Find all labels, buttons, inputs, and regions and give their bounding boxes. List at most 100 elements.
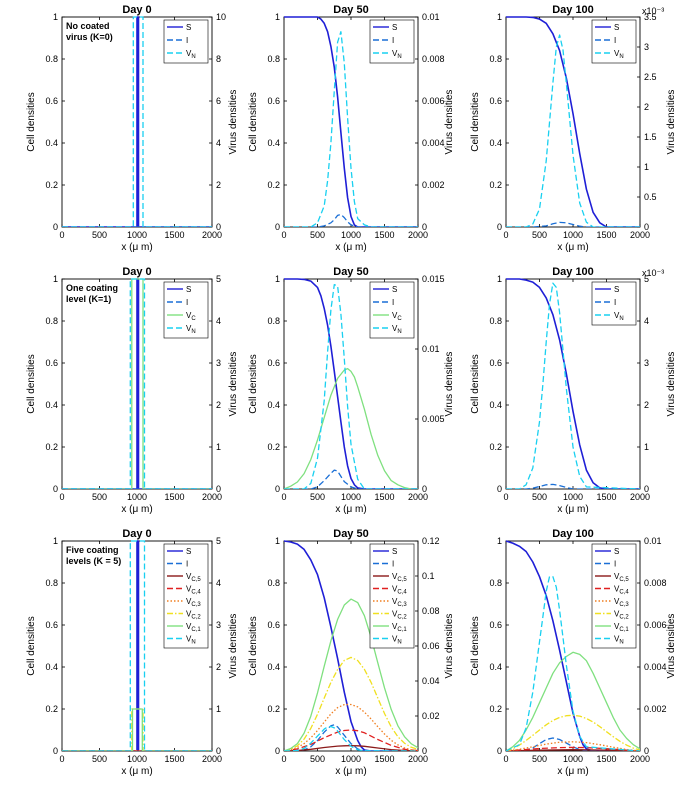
y2-tick-label: 0.08 <box>422 606 440 616</box>
y2-tick-label: 0.006 <box>644 620 667 630</box>
y-tick-label: 0.6 <box>489 620 502 630</box>
x-tick-label: 500 <box>92 492 107 502</box>
panel-9: Day 1000 500 1000 1500 200000.20.40.60.8100.… <box>470 528 677 777</box>
series-VC3 <box>284 703 418 751</box>
panel-title: Day 100 <box>552 4 594 16</box>
y-tick-label: 0.4 <box>489 400 502 410</box>
y-tick-label: 1 <box>497 12 502 22</box>
legend: SI VN <box>163 19 209 64</box>
y-tick-label: 0.4 <box>45 138 58 148</box>
legend-label-VC2: VC,2 <box>186 610 201 621</box>
y2-tick-label: 0.015 <box>422 274 445 284</box>
y-tick-label: 0.6 <box>267 620 280 630</box>
x-tick-label: 500 <box>532 754 547 764</box>
legend-label-S: S <box>392 285 397 294</box>
y2-tick-label: 1 <box>644 442 649 452</box>
y2-tick-label: 5 <box>644 274 649 284</box>
panel-5: Day 500 500 1000 1500 200000.20.40.60.8100.0… <box>248 266 455 515</box>
x-tick-label: 1000 <box>341 754 361 764</box>
legend-label-S: S <box>186 285 191 294</box>
y2-tick-label: 0.5 <box>644 192 657 202</box>
y2-tick-label: 1 <box>644 162 649 172</box>
y-tick-label: 0.4 <box>267 400 280 410</box>
x-tick-label: 1500 <box>164 754 184 764</box>
y2-tick-label: 2 <box>216 180 221 190</box>
y-tick-label: 0.4 <box>489 138 502 148</box>
legend-label-I: I <box>186 36 188 45</box>
y-tick-label: 0.2 <box>45 180 58 190</box>
y2-tick-label: 3 <box>216 620 221 630</box>
series-VN <box>506 34 640 227</box>
panel-title: Day 0 <box>122 528 151 540</box>
legend-label-VC: VC <box>186 311 196 322</box>
x-tick-label: 2000 <box>630 492 650 502</box>
y2-axis-label: Virus densities <box>444 614 455 679</box>
x-tick-label: 1500 <box>164 230 184 240</box>
y2-tick-label: 10 <box>216 12 226 22</box>
legend-box <box>163 543 209 649</box>
y-tick-label: 0.2 <box>267 442 280 452</box>
annotation-line: levels (K = 5) <box>66 556 121 566</box>
y2-tick-label: 0.1 <box>422 571 435 581</box>
x-axis-label: x (μ m) <box>557 766 588 777</box>
y-axis-label: Cell densities <box>26 616 37 675</box>
y-tick-label: 0.2 <box>489 704 502 714</box>
series-group <box>284 16 418 227</box>
x-axis-label: x (μ m) <box>121 242 152 253</box>
y2-tick-label: 0.04 <box>422 676 440 686</box>
legend-box <box>591 543 637 649</box>
series-VC2 <box>506 714 640 751</box>
y-tick-label: 0.8 <box>267 578 280 588</box>
y-tick-label: 0.4 <box>267 662 280 672</box>
x-tick-label: 500 <box>310 492 325 502</box>
series-group <box>284 540 418 751</box>
y-tick-label: 0.8 <box>45 578 58 588</box>
y-tick-label: 0 <box>53 484 58 494</box>
x-tick-label: 1000 <box>341 230 361 240</box>
annotation-line: No coated <box>66 21 110 31</box>
x-tick-label: 500 <box>310 754 325 764</box>
legend-label-I: I <box>614 560 616 569</box>
y-tick-label: 1 <box>497 536 502 546</box>
y-axis-label: Cell densities <box>26 92 37 151</box>
legend-label-VN: VN <box>392 49 402 60</box>
series-I <box>506 483 640 489</box>
x-tick-label: 500 <box>532 492 547 502</box>
y2-tick-label: 0.004 <box>644 662 667 672</box>
series-S <box>62 540 212 751</box>
series-I <box>284 469 418 489</box>
y-tick-label: 0.6 <box>267 96 280 106</box>
panel-7: Day 00 500 1000 1500 200000.20.40.60.8101234… <box>26 528 239 777</box>
y-tick-label: 1 <box>497 274 502 284</box>
y-axis-label: Cell densities <box>26 354 37 413</box>
panel-1: Day 00 500 1000 1500 200000.20.40.60.8102468… <box>26 4 239 253</box>
y2-axis-label: Virus densities <box>228 614 239 679</box>
y2-axis-label: Virus densities <box>666 352 677 417</box>
series-S <box>284 16 418 227</box>
y-tick-label: 0.2 <box>45 704 58 714</box>
legend-label-VN: VN <box>614 49 624 60</box>
legend-label-I: I <box>392 560 394 569</box>
x-tick-label: 2000 <box>630 754 650 764</box>
y2-axis-label: Virus densities <box>228 90 239 155</box>
y-axis-label: Cell densities <box>470 616 481 675</box>
y2-tick-label: 0 <box>644 484 649 494</box>
y-tick-label: 0.6 <box>45 96 58 106</box>
x-tick-label: 500 <box>92 754 107 764</box>
series-VC5 <box>506 749 640 751</box>
x-tick-label: 2000 <box>630 230 650 240</box>
y-tick-label: 0.4 <box>267 138 280 148</box>
y-tick-label: 0 <box>275 222 280 232</box>
legend-label-VC5: VC,5 <box>186 572 201 583</box>
series-VN <box>284 31 418 227</box>
series-S <box>284 540 418 751</box>
panel-8: Day 500 500 1000 1500 200000.20.40.60.8100.0… <box>248 528 455 777</box>
legend-label-S: S <box>186 547 191 556</box>
legend: SI VN <box>591 19 637 64</box>
legend-label-I: I <box>614 298 616 307</box>
y-axis-label: Cell densities <box>248 616 259 675</box>
panel-title: Day 50 <box>333 4 368 16</box>
panel-title: Day 0 <box>122 266 151 278</box>
y-tick-label: 1 <box>275 274 280 284</box>
legend-label-VC5: VC,5 <box>392 572 407 583</box>
